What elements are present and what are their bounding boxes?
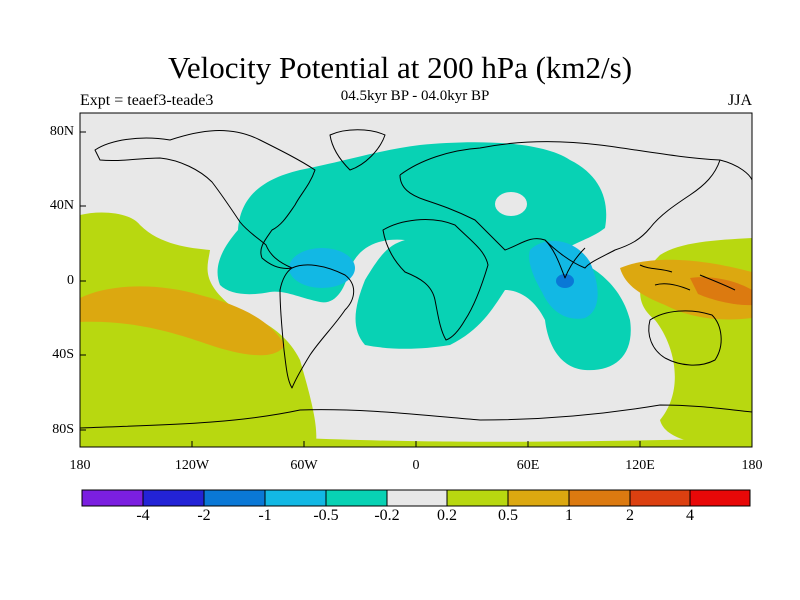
lon-label-180w: 180 <box>69 458 91 473</box>
contour-central-asia-hole <box>495 192 527 216</box>
coast-africa <box>382 219 489 341</box>
coast-south-america <box>279 264 355 389</box>
contour-pacific-west-orange <box>620 259 752 320</box>
colorbar-label-1: -4 <box>136 507 150 524</box>
coast-australia <box>648 310 722 366</box>
contour-south-ocean-positive <box>80 425 752 447</box>
lon-label-120w: 120W <box>174 458 210 473</box>
colorbar-box-7 <box>446 489 509 507</box>
coast-greenland <box>329 129 386 171</box>
lat-label-80n: 80N <box>49 124 74 139</box>
axis-ticks <box>79 131 753 447</box>
experiment-label: Expt = teaef3-teade3 <box>80 92 214 109</box>
contour-south-america-cyan <box>289 248 355 288</box>
colorbar-box-9 <box>568 489 631 507</box>
lon-label-180e: 180 <box>741 458 763 473</box>
map-title: Velocity Potential at 200 hPa (km2/s) <box>167 50 633 85</box>
colorbar-label-4: -0.5 <box>313 507 339 524</box>
lon-label-60w: 60W <box>290 458 318 473</box>
coast-europe-asia <box>399 141 752 269</box>
season-label: JJA <box>727 92 752 109</box>
coast-india <box>544 239 586 279</box>
colorbar-label-9: 2 <box>626 507 634 524</box>
colorbar <box>81 489 751 507</box>
lon-label-0: 0 <box>412 458 420 473</box>
colorbar-box-11 <box>689 489 751 507</box>
lat-label-equator: 0 <box>67 273 74 288</box>
contour-negative-teal <box>217 142 631 371</box>
lon-label-120e: 120E <box>625 458 655 473</box>
colorbar-label-5: -0.2 <box>374 507 400 524</box>
lat-label-80s: 80S <box>52 422 74 437</box>
colorbar-box-6 <box>386 489 448 507</box>
colorbar-box-3 <box>203 489 266 507</box>
colorbar-label-7: 0.5 <box>498 507 518 524</box>
coast-antarctica <box>80 404 752 429</box>
colorbar-label-6: 0.2 <box>437 507 457 524</box>
colorbar-box-5 <box>325 489 388 507</box>
colorbar-box-10 <box>629 489 691 507</box>
period-label: 04.5kyr BP - 04.0kyr BP <box>340 88 490 104</box>
coast-north-america <box>94 130 316 269</box>
contour-indian-ocean-blue <box>556 274 574 288</box>
colorbar-label-8: 1 <box>565 507 573 524</box>
colorbar-box-8 <box>507 489 570 507</box>
lat-label-40n: 40N <box>49 198 74 213</box>
colorbar-box-4 <box>264 489 327 507</box>
coastlines <box>80 129 752 429</box>
contour-pacific-east-orange <box>80 286 285 356</box>
map-panel <box>80 113 752 447</box>
colorbar-label-10: 4 <box>686 507 694 524</box>
colorbar-box-2 <box>142 489 205 507</box>
lon-label-60e: 60E <box>516 458 540 473</box>
colorbar-box-1 <box>81 489 144 507</box>
colorbar-label-3: -1 <box>258 507 272 524</box>
contour-pacific-west-dark-orange <box>690 277 752 306</box>
coast-maritime-continent <box>639 264 736 291</box>
lat-label-40s: 40S <box>52 347 74 362</box>
colorbar-label-2: -2 <box>197 507 211 524</box>
